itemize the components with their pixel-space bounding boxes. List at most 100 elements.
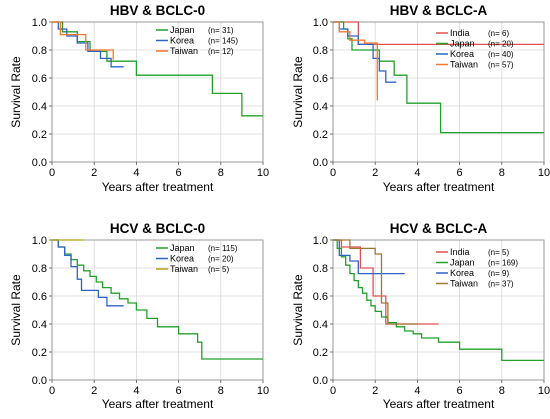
x-axis-label: Years after treatment: [383, 180, 495, 194]
legend-label-korea: Korea: [170, 36, 194, 46]
x-tick-label: 10: [538, 167, 550, 179]
series-line-korea: [52, 239, 124, 307]
legend-label-korea: Korea: [170, 254, 194, 264]
x-tick-label: 8: [218, 167, 224, 179]
legend-label-japan: Japan: [170, 25, 195, 35]
x-tick-label: 4: [133, 385, 139, 397]
series-line-korea: [333, 239, 405, 275]
legend-label-korea: Korea: [450, 268, 474, 278]
legend-n-korea: (n= 9): [488, 269, 509, 278]
x-tick-label: 2: [372, 385, 378, 397]
x-axis-label: Years after treatment: [102, 397, 214, 411]
x-tick-label: 8: [499, 167, 505, 179]
legend-n-india: (n= 5): [488, 248, 509, 257]
y-axis-label: Survival Rate: [9, 274, 23, 346]
plot-frame: [51, 239, 264, 381]
y-tick-label: 0.6: [32, 73, 47, 85]
y-tick-label: 0.0: [32, 375, 47, 387]
x-axis-label: Years after treatment: [383, 397, 495, 411]
x-tick-label: 0: [49, 167, 55, 179]
x-tick-label: 8: [218, 385, 224, 397]
chart-title: HBV & BCLC-A: [390, 3, 488, 18]
series-line-japan: [333, 239, 544, 362]
legend-n-korea: (n= 145): [208, 37, 238, 46]
x-tick-label: 6: [457, 167, 463, 179]
legend-label-korea: Korea: [450, 49, 474, 59]
y-tick-label: 0.2: [32, 129, 47, 141]
y-tick-label: 0.2: [313, 129, 328, 141]
y-tick-label: 1.0: [313, 17, 328, 29]
y-tick-label: 0.4: [32, 319, 47, 331]
y-tick-label: 0.0: [313, 375, 328, 387]
y-tick-label: 0.6: [313, 73, 328, 85]
y-tick-label: 0.8: [32, 263, 47, 275]
y-axis-label: Survival Rate: [9, 56, 23, 128]
legend-n-taiwan: (n= 57): [488, 61, 514, 70]
x-tick-label: 4: [133, 167, 139, 179]
x-tick-label: 6: [457, 385, 463, 397]
y-tick-label: 0.2: [313, 347, 328, 359]
x-tick-label: 10: [538, 385, 550, 397]
y-tick-label: 0.0: [32, 157, 47, 169]
legend-n-japan: (n= 20): [488, 40, 514, 49]
x-tick-label: 0: [49, 385, 55, 397]
y-axis-label: Survival Rate: [291, 274, 305, 346]
legend-label-japan: Japan: [450, 39, 475, 49]
legend-label-india: India: [450, 28, 470, 38]
x-axis-label: Years after treatment: [102, 180, 214, 194]
y-tick-label: 0.4: [313, 101, 328, 113]
x-tick-label: 10: [257, 385, 269, 397]
series-line-japan: [52, 21, 263, 117]
legend-label-taiwan: Taiwan: [450, 279, 478, 289]
series-line-korea: [333, 21, 397, 83]
legend-n-korea: (n= 20): [208, 255, 234, 264]
series-line-india: [333, 21, 544, 46]
series-line-taiwan: [333, 239, 418, 325]
x-tick-label: 2: [372, 167, 378, 179]
x-tick-label: 0: [330, 385, 336, 397]
series-line-india: [333, 239, 439, 325]
legend-n-india: (n= 6): [488, 29, 509, 38]
legend-n-taiwan: (n= 12): [208, 47, 234, 56]
y-tick-label: 0.6: [32, 291, 47, 303]
legend-label-taiwan: Taiwan: [170, 46, 198, 56]
legend-n-japan: (n= 169): [488, 259, 518, 268]
plot-frame: [332, 239, 545, 381]
series-line-korea: [52, 21, 124, 68]
y-tick-label: 1.0: [313, 235, 328, 247]
chart-title: HCV & BCLC-0: [110, 221, 205, 236]
y-tick-label: 0.6: [313, 291, 328, 303]
y-tick-label: 0.8: [32, 45, 47, 57]
chart-title: HBV & BCLC-0: [110, 3, 205, 18]
x-tick-label: 8: [499, 385, 505, 397]
legend-n-japan: (n= 115): [208, 244, 238, 253]
legend-n-korea: (n= 40): [488, 50, 514, 59]
series-line-taiwan: [333, 21, 378, 101]
x-tick-label: 0: [330, 167, 336, 179]
y-tick-label: 1.0: [32, 235, 47, 247]
legend-n-taiwan: (n= 5): [208, 265, 229, 274]
x-tick-label: 6: [176, 167, 182, 179]
legend-label-japan: Japan: [170, 243, 195, 253]
x-tick-label: 6: [176, 385, 182, 397]
chart-title: HCV & BCLC-A: [390, 221, 488, 236]
y-tick-label: 0.4: [32, 101, 47, 113]
y-axis-label: Survival Rate: [291, 56, 305, 128]
y-tick-label: 1.0: [32, 17, 47, 29]
y-tick-label: 0.8: [313, 45, 328, 57]
y-tick-label: 0.4: [313, 319, 328, 331]
legend-label-taiwan: Taiwan: [170, 264, 198, 274]
legend-n-taiwan: (n= 37): [488, 280, 514, 289]
x-tick-label: 4: [414, 167, 420, 179]
plot-frame: [51, 21, 264, 163]
x-tick-label: 2: [91, 385, 97, 397]
x-tick-label: 10: [257, 167, 269, 179]
y-tick-label: 0.0: [313, 157, 328, 169]
x-tick-label: 2: [91, 167, 97, 179]
legend-n-japan: (n= 31): [208, 26, 234, 35]
y-tick-label: 0.8: [313, 263, 328, 275]
series-line-taiwan: [52, 21, 114, 60]
legend-label-japan: Japan: [450, 258, 475, 268]
